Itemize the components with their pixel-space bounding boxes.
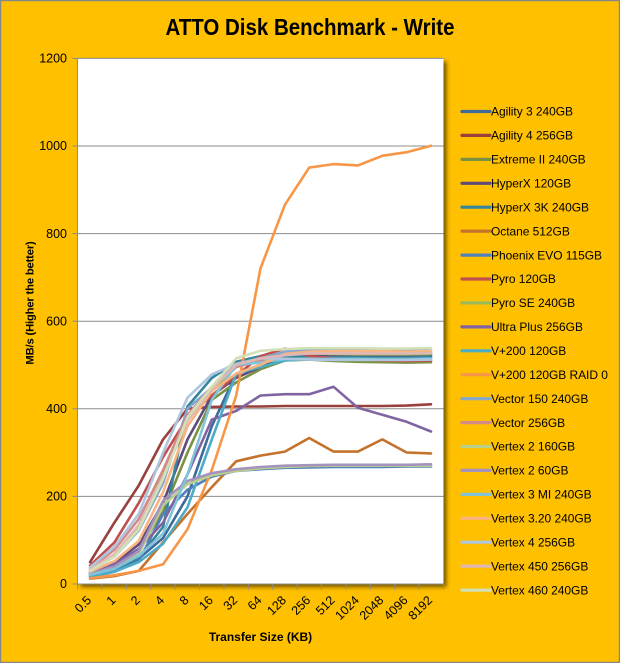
svg-text:0: 0 (60, 577, 67, 591)
svg-text:V+200 120GB: V+200 120GB (491, 344, 566, 358)
svg-text:V+200 120GB RAID 0: V+200 120GB RAID 0 (491, 368, 608, 382)
svg-text:HyperX 120GB: HyperX 120GB (491, 177, 571, 191)
svg-text:200: 200 (46, 490, 67, 504)
svg-text:1200: 1200 (39, 52, 67, 66)
svg-text:Agility 4 256GB: Agility 4 256GB (491, 129, 573, 143)
svg-text:HyperX 3K 240GB: HyperX 3K 240GB (491, 200, 589, 214)
svg-text:Vector 256GB: Vector 256GB (491, 416, 565, 430)
svg-text:1000: 1000 (39, 139, 67, 153)
svg-text:Phoenix EVO 115GB: Phoenix EVO 115GB (491, 248, 602, 262)
svg-text:Vertex 3.20 240GB: Vertex 3.20 240GB (491, 512, 592, 526)
svg-text:Vertex 2 60GB: Vertex 2 60GB (491, 464, 568, 478)
svg-text:Vertex 450 256GB: Vertex 450 256GB (491, 559, 588, 573)
svg-text:Transfer Size (KB): Transfer Size (KB) (209, 630, 312, 644)
svg-text:Vertex 4 256GB: Vertex 4 256GB (491, 535, 575, 549)
svg-text:Vector 150 240GB: Vector 150 240GB (491, 392, 588, 406)
svg-text:ATTO Disk Benchmark - Write: ATTO Disk Benchmark - Write (166, 14, 455, 40)
svg-text:Pyro 120GB: Pyro 120GB (491, 272, 556, 286)
svg-text:Pyro SE 240GB: Pyro SE 240GB (491, 296, 575, 310)
svg-text:600: 600 (46, 314, 67, 328)
svg-text:Vertex 460 240GB: Vertex 460 240GB (491, 583, 588, 597)
svg-text:Octane 512GB: Octane 512GB (491, 224, 570, 238)
svg-text:Vertex 2 160GB: Vertex 2 160GB (491, 440, 575, 454)
svg-text:Vertex 3 MI 240GB: Vertex 3 MI 240GB (491, 488, 592, 502)
svg-text:Ultra Plus 256GB: Ultra Plus 256GB (491, 320, 583, 334)
svg-text:Agility 3 240GB: Agility 3 240GB (491, 105, 573, 119)
svg-text:400: 400 (46, 402, 67, 416)
svg-text:800: 800 (46, 227, 67, 241)
svg-text:Extreme II 240GB: Extreme II 240GB (491, 153, 586, 167)
svg-text:MB/s (Higher the better): MB/s (Higher the better) (25, 241, 37, 365)
